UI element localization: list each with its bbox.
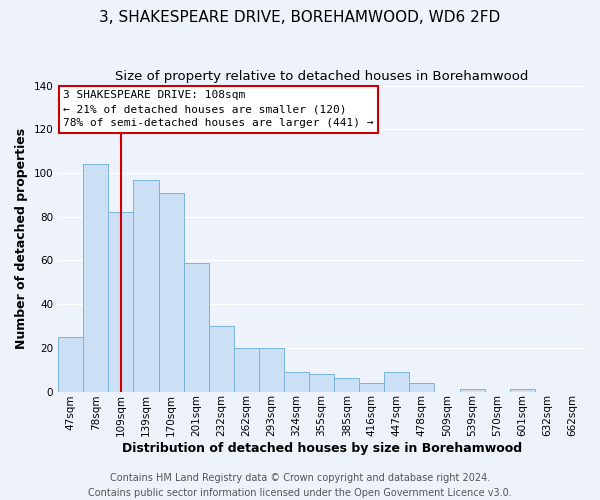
Bar <box>83 164 109 392</box>
X-axis label: Distribution of detached houses by size in Borehamwood: Distribution of detached houses by size … <box>122 442 521 455</box>
Bar <box>385 372 409 392</box>
Bar <box>234 348 259 392</box>
Bar <box>58 337 83 392</box>
Bar <box>409 383 434 392</box>
Bar <box>359 383 385 392</box>
Bar <box>259 348 284 392</box>
Title: Size of property relative to detached houses in Borehamwood: Size of property relative to detached ho… <box>115 70 528 83</box>
Bar <box>109 212 133 392</box>
Y-axis label: Number of detached properties: Number of detached properties <box>15 128 28 349</box>
Text: Contains HM Land Registry data © Crown copyright and database right 2024.
Contai: Contains HM Land Registry data © Crown c… <box>88 472 512 498</box>
Text: 3 SHAKESPEARE DRIVE: 108sqm
← 21% of detached houses are smaller (120)
78% of se: 3 SHAKESPEARE DRIVE: 108sqm ← 21% of det… <box>64 90 374 128</box>
Bar <box>158 192 184 392</box>
Bar <box>309 374 334 392</box>
Bar <box>133 180 158 392</box>
Text: 3, SHAKESPEARE DRIVE, BOREHAMWOOD, WD6 2FD: 3, SHAKESPEARE DRIVE, BOREHAMWOOD, WD6 2… <box>100 10 500 25</box>
Bar <box>209 326 234 392</box>
Bar <box>284 372 309 392</box>
Bar <box>334 378 359 392</box>
Bar <box>460 390 485 392</box>
Bar <box>510 390 535 392</box>
Bar <box>184 262 209 392</box>
